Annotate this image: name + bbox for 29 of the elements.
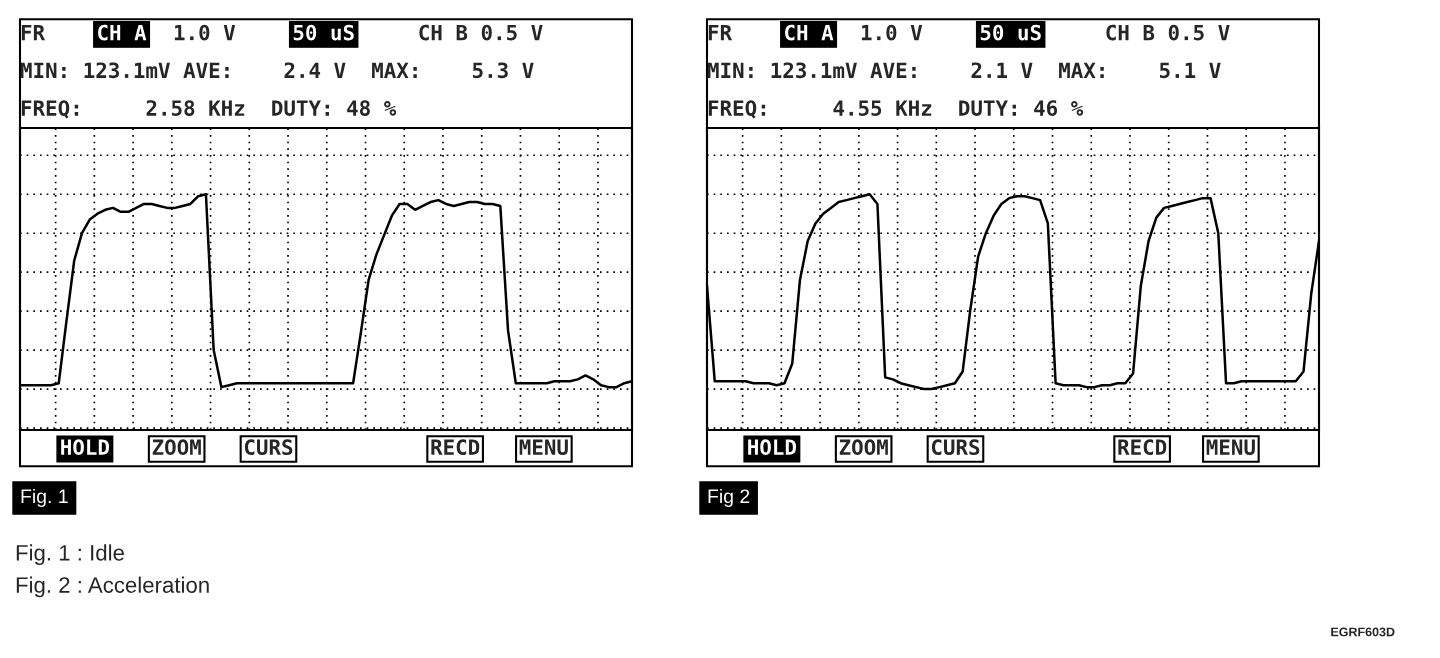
text: MIN: 123.1mV AVE: 2.4 V MAX: 5.3 V [20,62,534,79]
text: MIN: 123.1mV AVE: 2.1 V MAX: 5.1 V [707,62,1221,79]
text: MENU [1206,439,1255,456]
text: MENU [519,439,568,456]
text: CURS [244,439,293,456]
caption: Fig 2 [708,488,750,508]
text: HOLD [61,439,110,456]
text: FREQ: 4.55 KHz DUTY: 46 % [708,100,1084,119]
text: FR [21,24,46,41]
text: 1.0 V [174,24,236,41]
text: FREQ: 2.58 KHz DUTY: 48 % [21,100,397,119]
caption: Fig. 2 : Acceleration [16,576,209,598]
text: 1.0 V [861,24,923,41]
text: CH B 0.5 V [1106,24,1230,41]
text: ZOOM [839,439,888,456]
text: EGRF603D [1331,627,1395,637]
text: CURS [931,439,980,456]
text: HOLD [748,439,797,456]
text: 50 uS [980,24,1041,41]
text: RECD [431,439,480,456]
text: ZOOM [152,439,201,456]
text: 50 uS [293,24,354,41]
caption: Fig. 1 [21,488,68,508]
text: FR [708,24,733,41]
text: CH A [98,24,147,41]
text: CH A [785,24,834,41]
text: CH B 0.5 V [419,24,543,41]
text: RECD [1118,439,1167,456]
caption: Fig. 1 : Idle [16,544,124,566]
